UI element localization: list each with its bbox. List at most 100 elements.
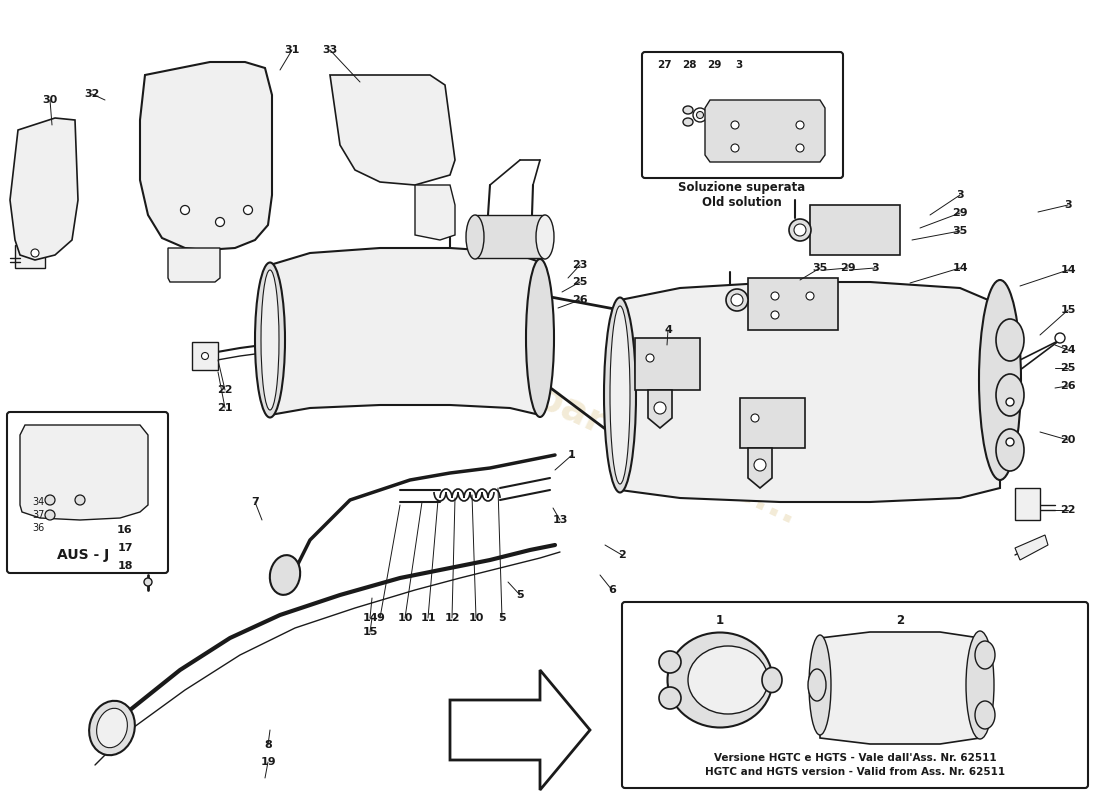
Polygon shape: [15, 245, 45, 268]
Ellipse shape: [201, 353, 209, 359]
Ellipse shape: [255, 262, 285, 418]
Ellipse shape: [668, 633, 772, 727]
Text: 28: 28: [682, 60, 696, 70]
FancyBboxPatch shape: [642, 52, 843, 178]
Ellipse shape: [604, 298, 636, 493]
Ellipse shape: [996, 319, 1024, 361]
Polygon shape: [330, 75, 455, 185]
Ellipse shape: [144, 546, 152, 554]
Text: 4: 4: [664, 325, 672, 335]
Polygon shape: [1015, 488, 1040, 520]
Text: 23: 23: [572, 260, 587, 270]
Text: 19: 19: [261, 757, 276, 767]
Ellipse shape: [654, 402, 666, 414]
Text: 8: 8: [264, 740, 272, 750]
Text: 10: 10: [397, 613, 412, 623]
Text: 20: 20: [1060, 435, 1076, 445]
Ellipse shape: [732, 294, 742, 306]
Polygon shape: [810, 205, 900, 255]
Text: 22: 22: [1060, 505, 1076, 515]
Text: 14: 14: [953, 263, 968, 273]
Ellipse shape: [806, 292, 814, 300]
Text: Soluzione superata: Soluzione superata: [679, 182, 805, 194]
Ellipse shape: [732, 144, 739, 152]
Ellipse shape: [97, 708, 128, 748]
Polygon shape: [192, 342, 218, 370]
Polygon shape: [20, 425, 148, 520]
Polygon shape: [705, 100, 825, 162]
FancyBboxPatch shape: [621, 602, 1088, 788]
Ellipse shape: [996, 429, 1024, 471]
Text: 26: 26: [1060, 381, 1076, 391]
Text: passion for parts since...: passion for parts since...: [296, 268, 804, 532]
Text: 24: 24: [1060, 345, 1076, 355]
Ellipse shape: [693, 108, 707, 122]
Text: AUS - J: AUS - J: [57, 548, 109, 562]
Polygon shape: [748, 448, 772, 488]
Text: 15: 15: [1060, 305, 1076, 315]
Text: 16: 16: [118, 525, 133, 535]
Polygon shape: [820, 632, 980, 744]
Ellipse shape: [216, 218, 224, 226]
Ellipse shape: [975, 701, 996, 729]
Ellipse shape: [261, 270, 279, 410]
Text: 2: 2: [618, 550, 626, 560]
Ellipse shape: [688, 646, 768, 714]
Ellipse shape: [683, 106, 693, 114]
Ellipse shape: [762, 667, 782, 693]
Text: 29: 29: [840, 263, 856, 273]
Text: 29: 29: [707, 60, 722, 70]
Ellipse shape: [975, 641, 996, 669]
Text: 35: 35: [813, 263, 827, 273]
Ellipse shape: [243, 206, 253, 214]
Ellipse shape: [1006, 438, 1014, 446]
Text: 34: 34: [32, 497, 44, 507]
Text: 18: 18: [118, 561, 133, 571]
Text: 9: 9: [376, 613, 384, 623]
Polygon shape: [620, 282, 1000, 502]
Ellipse shape: [794, 224, 806, 236]
Ellipse shape: [796, 144, 804, 152]
Ellipse shape: [1055, 333, 1065, 343]
Text: 32: 32: [85, 89, 100, 99]
Polygon shape: [648, 390, 672, 428]
Text: 11: 11: [420, 613, 436, 623]
Ellipse shape: [526, 259, 554, 417]
Polygon shape: [168, 248, 220, 282]
Text: 25: 25: [572, 277, 587, 287]
Text: 3: 3: [736, 60, 743, 70]
Ellipse shape: [771, 292, 779, 300]
Ellipse shape: [1006, 398, 1014, 406]
Ellipse shape: [610, 306, 630, 484]
Ellipse shape: [979, 280, 1021, 480]
Ellipse shape: [180, 206, 189, 214]
Text: 37: 37: [32, 510, 44, 520]
Text: Old solution: Old solution: [702, 195, 782, 209]
Text: 29: 29: [953, 208, 968, 218]
Polygon shape: [140, 62, 272, 250]
Text: 13: 13: [552, 515, 568, 525]
Text: 31: 31: [284, 45, 299, 55]
Ellipse shape: [144, 578, 152, 586]
Text: 3: 3: [871, 263, 879, 273]
Ellipse shape: [75, 495, 85, 505]
FancyBboxPatch shape: [7, 412, 168, 573]
Text: 12: 12: [444, 613, 460, 623]
Polygon shape: [10, 118, 78, 260]
Ellipse shape: [808, 635, 830, 735]
Ellipse shape: [996, 374, 1024, 416]
Ellipse shape: [89, 701, 135, 755]
Text: 33: 33: [322, 45, 338, 55]
Polygon shape: [475, 215, 544, 258]
Text: Versione HGTC e HGTS - Vale dall'Ass. Nr. 62511: Versione HGTC e HGTS - Vale dall'Ass. Nr…: [714, 753, 997, 763]
Ellipse shape: [796, 121, 804, 129]
Text: 35: 35: [953, 226, 968, 236]
Ellipse shape: [696, 111, 704, 118]
Text: 6: 6: [608, 585, 616, 595]
Polygon shape: [740, 398, 805, 448]
Ellipse shape: [646, 354, 654, 362]
Ellipse shape: [751, 414, 759, 422]
Text: 14: 14: [362, 613, 377, 623]
Ellipse shape: [732, 121, 739, 129]
Text: 26: 26: [572, 295, 587, 305]
